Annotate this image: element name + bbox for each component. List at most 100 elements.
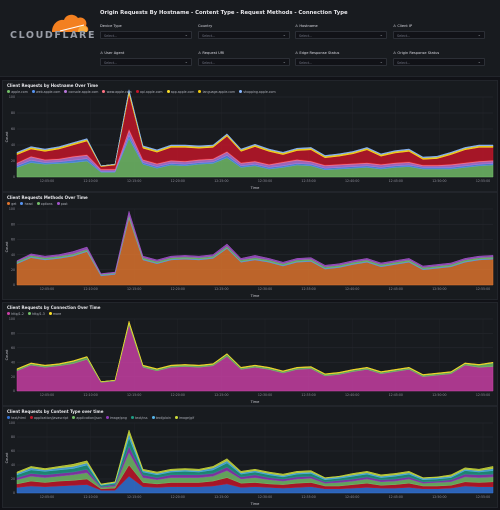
y-axis-label: Count xyxy=(5,349,9,360)
chevron-down-icon[interactable]: ⌄ xyxy=(379,32,383,37)
legend-item[interactable]: app.apple.com xyxy=(166,90,195,94)
legend-item[interactable]: text/html xyxy=(7,416,26,420)
legend-swatch xyxy=(130,416,134,420)
filter-label-text: Hostname xyxy=(299,24,318,28)
y-tick-label: 60 xyxy=(11,449,15,453)
legend: get head options post xyxy=(7,202,72,207)
legend-swatch xyxy=(198,90,202,94)
alert-icon: ⚠ xyxy=(198,51,203,55)
cloud-stripe-icon xyxy=(59,24,85,32)
x-tick-label: 12:15:00 xyxy=(127,179,141,183)
legend-item[interactable]: text/plain xyxy=(151,416,171,420)
legend-item[interactable]: more xyxy=(48,312,62,316)
y-tick-label: 40 xyxy=(11,463,15,467)
legend-item[interactable]: web.apple.com xyxy=(31,90,60,94)
legend-swatch xyxy=(56,202,60,206)
legend-item[interactable]: api.apple.com xyxy=(135,90,163,94)
x-tick-label: 12:45:00 xyxy=(389,287,403,291)
x-tick-label: 12:35:00 xyxy=(301,179,315,183)
chevron-down-icon[interactable]: ⌄ xyxy=(282,32,286,37)
legend-item[interactable]: options xyxy=(36,202,53,206)
legend-label: app.apple.com xyxy=(170,90,195,94)
series-area xyxy=(16,89,494,167)
legend-item[interactable]: application/json xyxy=(72,416,102,420)
x-tick-label: 12:35:00 xyxy=(301,287,315,291)
series-area xyxy=(16,320,494,382)
filter-placeholder: Select... xyxy=(202,33,216,38)
chevron-down-icon[interactable]: ⌄ xyxy=(477,32,481,37)
y-tick-label: 0 xyxy=(13,389,15,393)
filter-select[interactable]: Select... ⌄ xyxy=(295,31,387,39)
legend-item[interactable]: console.apple.com xyxy=(64,90,98,94)
chart-panel-methods: Client Requests Methods Over Time get hea… xyxy=(2,192,498,300)
legend-item[interactable]: image/gif xyxy=(174,416,194,420)
legend-item[interactable]: language.apple.com xyxy=(198,90,235,94)
legend-label: more xyxy=(52,312,62,316)
x-tick-label: 12:25:00 xyxy=(214,495,228,499)
filter-select[interactable]: Select... ⌄ xyxy=(198,58,290,66)
x-tick-label: 12:55:00 xyxy=(476,287,490,291)
filter-label: ⚠ Hostname xyxy=(295,24,318,28)
x-tick-label: 12:35:00 xyxy=(301,393,315,397)
filter-select[interactable]: Select... ⌄ xyxy=(393,31,485,39)
chevron-down-icon[interactable]: ⌄ xyxy=(282,59,286,64)
legend-item[interactable]: http/1.2 xyxy=(7,312,24,316)
filter-label-text: Edge Response Status xyxy=(299,51,340,55)
x-tick-label: 12:05:00 xyxy=(40,287,54,291)
legend-item[interactable]: application/javascript xyxy=(29,416,68,420)
legend-label: head xyxy=(24,202,33,206)
alert-icon: ⚠ xyxy=(393,24,398,28)
y-tick-label: 80 xyxy=(11,222,15,226)
chart-methods: 0 20 40 60 80 100 12:05:00 12:10:00 12:15:00 12:2… xyxy=(5,207,494,298)
legend-item[interactable]: text/css xyxy=(130,416,148,420)
chevron-down-icon[interactable]: ⌄ xyxy=(379,59,383,64)
legend-swatch xyxy=(174,416,178,420)
x-tick-label: 12:10:00 xyxy=(83,393,97,397)
y-tick-label: 20 xyxy=(11,268,15,272)
x-tick-label: 12:10:00 xyxy=(83,179,97,183)
legend-swatch xyxy=(20,202,24,206)
legend-label: post xyxy=(60,202,68,206)
filter-select[interactable]: Select... ⌄ xyxy=(295,58,387,66)
chart-connection: 0 20 40 60 80 100 12:05:00 12:10:00 12:15:00 12:2… xyxy=(5,317,494,404)
filter-select[interactable]: Select... ⌄ xyxy=(100,58,192,66)
legend-item[interactable]: head xyxy=(20,202,33,206)
y-tick-label: 100 xyxy=(9,421,15,425)
legend-label: http/1.2 xyxy=(11,312,24,316)
legend-label: api.apple.com xyxy=(139,90,163,94)
legend-label: image/png xyxy=(109,416,127,420)
legend-item[interactable]: shopping.apple.com xyxy=(239,90,276,94)
chevron-down-icon[interactable]: ⌄ xyxy=(184,32,188,37)
y-tick-label: 80 xyxy=(11,111,15,115)
legend-item[interactable]: http/1.3 xyxy=(27,312,45,316)
x-tick-label: 12:50:00 xyxy=(432,495,446,499)
legend-item[interactable]: image/png xyxy=(105,416,127,420)
y-tick-label: 100 xyxy=(9,317,15,321)
filter-label-text: Device Type xyxy=(100,24,122,28)
chart-panel-content-type: Client Requests by Content Type over tim… xyxy=(2,406,498,508)
legend-item[interactable]: post xyxy=(56,202,68,206)
x-tick-label: 12:25:00 xyxy=(214,179,228,183)
x-tick-label: 12:05:00 xyxy=(40,179,54,183)
chevron-down-icon[interactable]: ⌄ xyxy=(477,59,481,64)
x-tick-label: 12:55:00 xyxy=(476,393,490,397)
legend-item[interactable]: www.apple.com xyxy=(102,90,132,94)
x-tick-label: 12:40:00 xyxy=(345,179,359,183)
filter-label: Country xyxy=(198,24,212,28)
filter-select[interactable]: Select... ⌄ xyxy=(100,31,192,39)
filter-select[interactable]: Select... ⌄ xyxy=(393,58,485,66)
y-axis-label: Count xyxy=(5,452,9,463)
cloud-icon xyxy=(52,14,89,32)
filter-label-text: Origin Response Status xyxy=(397,51,440,55)
filter-label-text: Country xyxy=(198,24,213,28)
legend-label: language.apple.com xyxy=(202,90,236,94)
legend-item[interactable]: get xyxy=(7,202,16,206)
filter-label-text: User Agent xyxy=(104,51,125,55)
legend-item[interactable]: apple.com xyxy=(7,90,28,94)
x-axis-label: Time xyxy=(250,502,261,506)
x-axis-label: Time xyxy=(250,186,261,190)
legend-swatch xyxy=(27,312,31,316)
filter-select[interactable]: Select... ⌄ xyxy=(198,31,290,39)
chevron-down-icon[interactable]: ⌄ xyxy=(184,59,188,64)
x-tick-label: 12:40:00 xyxy=(345,287,359,291)
